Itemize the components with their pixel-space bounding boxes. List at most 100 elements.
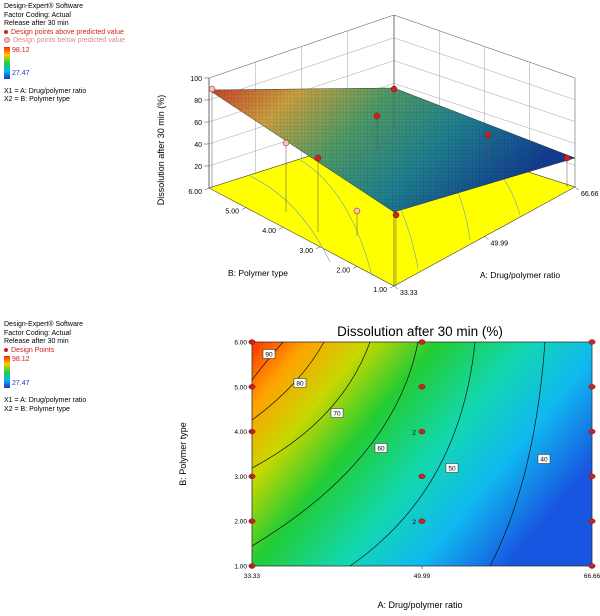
red-dot-icon <box>4 29 8 34</box>
ratio-axis-label: A: Drug/polymer ratio <box>480 270 561 280</box>
polymer-tick-label: 6.00 <box>188 189 202 196</box>
contour-x-tick-label: 49.99 <box>414 573 431 580</box>
polymer-tick-mark <box>389 285 395 289</box>
contour-plot: Dissolution after 30 min (%) 90 80 70 60 50 4… <box>178 324 600 610</box>
legend-design-points: Design Points <box>4 347 86 356</box>
z-tick-label: 80 <box>194 98 202 105</box>
floor-contour-line <box>299 159 373 277</box>
surface-mesh <box>209 88 575 212</box>
contour-x-tick-label: 33.33 <box>244 573 261 580</box>
contour-y-label: B: Polymer type <box>178 422 188 486</box>
surface-design-point <box>353 207 361 215</box>
legend-response: Release after 30 min <box>4 338 69 345</box>
contour-y-tick-label: 5.00 <box>234 384 247 391</box>
contour-labels: 90 80 70 60 50 40 <box>262 349 551 473</box>
surface-design-point <box>563 154 571 162</box>
replicate-count-label: 2 <box>412 430 416 437</box>
contour-lines <box>251 341 546 567</box>
contour-label-90: 90 <box>265 352 273 359</box>
contour-y-tick-label: 6.00 <box>234 340 247 347</box>
contour-design-point <box>418 384 426 390</box>
contour-title: Dissolution after 30 min (%) <box>337 324 503 339</box>
legend-coding: Factor Coding: Actual <box>4 11 71 19</box>
ratio-tick-mark <box>393 285 399 290</box>
surface-plot: 20 40 60 80 100 Dissolution after 30 min (%)… <box>156 14 599 297</box>
contour-x-label: A: Drug/polymer ratio <box>377 600 462 610</box>
legend-x1: X1 = A: Drug/polymer ratio <box>4 87 87 95</box>
contour-label-box <box>537 454 551 464</box>
contour-y-tick-label: 2.00 <box>234 519 247 526</box>
legend-response: Release after 30 min <box>4 20 69 27</box>
contour-design-point <box>588 428 596 435</box>
contour-label-box <box>293 378 307 388</box>
legend-surface: Design-Expert® Software Factor Coding: A… <box>4 3 125 105</box>
contour-design-point <box>418 428 426 435</box>
color-scale-min: 27.47 <box>12 70 30 77</box>
legend-design-points-label: Design Points <box>11 346 55 354</box>
contour-design-point <box>418 518 426 524</box>
surface-design-point <box>392 211 400 219</box>
red-dot-icon <box>4 347 8 352</box>
surface-front-frame <box>208 78 395 286</box>
contour-y-tick-label: 1.00 <box>234 564 247 571</box>
contour-x-ticks: 33.33 49.99 66.66 <box>244 566 600 580</box>
replicate-count-label: 2 <box>412 519 416 526</box>
contour-label-box <box>262 349 276 359</box>
surface-design-point <box>484 131 492 139</box>
contour-x-tick-label: 66.66 <box>584 573 600 580</box>
legend-above: Design points above predicted value <box>4 29 125 38</box>
contour-label-box <box>374 443 388 453</box>
ratio-axis-ticks: 33.33 49.99 66.66 <box>393 186 599 297</box>
legend-x1: X1 = A: Drug/polymer ratio <box>4 397 87 404</box>
z-axis-label: Dissolution after 30 min (%) <box>156 95 166 206</box>
contour-line-50 <box>349 341 476 567</box>
contour-label-40: 40 <box>540 457 548 464</box>
polymer-tick-mark <box>352 266 358 269</box>
contour-line-40 <box>489 341 546 567</box>
contour-design-point <box>588 339 596 345</box>
contour-line-70 <box>251 341 371 469</box>
color-scale-bar <box>4 46 10 79</box>
ratio-tick-label: 49.99 <box>490 241 508 248</box>
legend-above-label: Design points above predicted value <box>11 28 124 36</box>
legend-below: Design points below predicted value <box>4 37 125 46</box>
contour-design-point <box>588 518 596 524</box>
contour-design-point <box>588 384 596 390</box>
z-axis-ticks: 20 40 60 80 100 <box>190 76 209 171</box>
polymer-tick-label: 2.00 <box>336 267 350 274</box>
ratio-tick-mark <box>484 236 489 240</box>
color-scale: 98.12 27.47 <box>4 356 86 388</box>
surface-design-point <box>390 85 398 93</box>
surface-design-point <box>314 154 322 162</box>
legend-coding: Factor Coding: Actual <box>4 329 71 337</box>
contour-y-ticks: 1.00 2.00 3.00 4.00 5.00 6.00 <box>234 340 252 571</box>
z-tick-label: 100 <box>190 76 202 83</box>
polymer-axis-ticks: 1.00 2.00 3.00 4.00 5.00 6.00 <box>188 187 395 294</box>
legend-software: Design-Expert® Software <box>4 321 84 328</box>
legend-software: Design-Expert® Software <box>4 3 84 10</box>
ratio-tick-label: 33.33 <box>400 290 418 297</box>
legend-x2: X2 = B: Polymer type <box>4 96 70 103</box>
ratio-tick-mark <box>574 186 580 191</box>
floor-contour-line <box>249 175 331 263</box>
color-scale-max: 98.12 <box>12 356 30 363</box>
contour-label-70: 70 <box>333 411 341 418</box>
contour-design-points: 22 <box>248 339 596 569</box>
contour-line-60 <box>251 341 419 547</box>
color-scale-max: 98.12 <box>12 46 30 54</box>
contour-label-50: 50 <box>448 466 456 473</box>
legend-contour: Design-Expert® Software Factor Coding: A… <box>4 321 86 414</box>
polymer-tick-mark <box>241 207 247 210</box>
polymer-axis-label: B: Polymer type <box>228 268 288 278</box>
polymer-tick-label: 1.00 <box>373 287 387 294</box>
z-tick-label: 40 <box>194 142 202 149</box>
legend-x2: X2 = B: Polymer type <box>4 405 70 413</box>
contour-line-90 <box>251 341 284 381</box>
surface-design-point <box>208 85 216 93</box>
polymer-tick-mark <box>204 187 210 191</box>
color-scale-bar <box>4 356 10 388</box>
surface-design-point <box>373 112 381 120</box>
contour-design-point <box>418 473 426 480</box>
contour-label-box <box>445 463 459 473</box>
contour-design-point <box>418 339 426 345</box>
